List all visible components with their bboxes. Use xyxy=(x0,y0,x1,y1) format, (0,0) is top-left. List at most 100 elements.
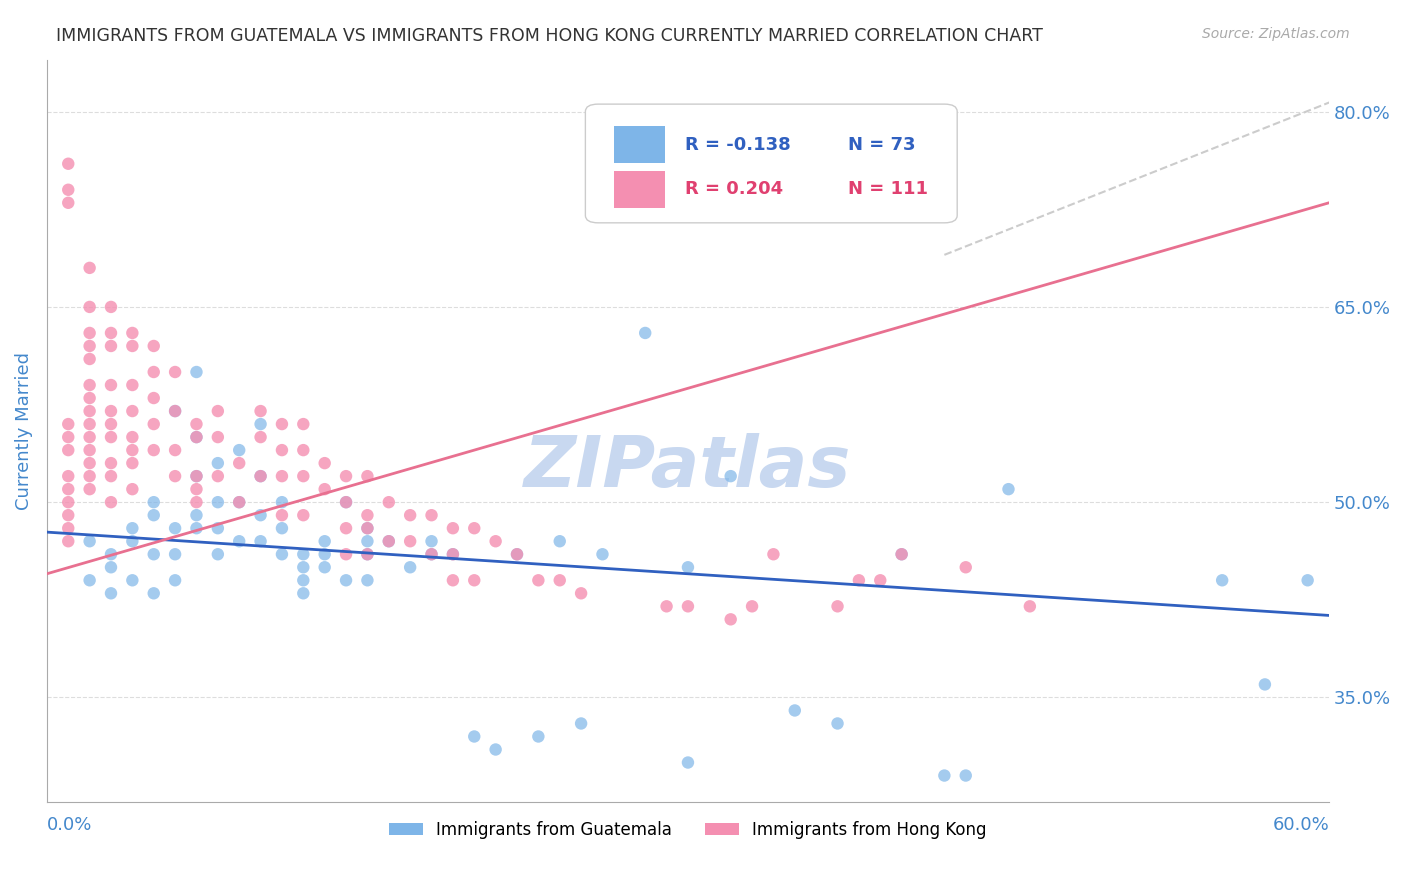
Point xyxy=(335,574,357,588)
Point xyxy=(676,599,699,614)
Point xyxy=(207,430,229,444)
Point xyxy=(165,521,187,535)
Point xyxy=(186,469,208,483)
Bar xyxy=(613,127,665,163)
Point xyxy=(79,430,101,444)
Point xyxy=(378,495,401,509)
Point xyxy=(292,417,315,431)
Point xyxy=(356,547,378,561)
Point xyxy=(142,495,165,509)
Point xyxy=(335,495,357,509)
Point xyxy=(58,417,80,431)
Point xyxy=(58,469,80,483)
Point xyxy=(741,599,763,614)
Point xyxy=(485,742,508,756)
Point xyxy=(271,521,294,535)
Point xyxy=(249,417,271,431)
Point xyxy=(186,521,208,535)
Point xyxy=(142,417,165,431)
Point xyxy=(314,456,336,470)
Point xyxy=(100,378,122,392)
Point xyxy=(207,495,229,509)
Point xyxy=(100,417,122,431)
Point xyxy=(100,300,122,314)
Point xyxy=(186,495,208,509)
Point xyxy=(142,586,165,600)
Point xyxy=(249,469,271,483)
Point xyxy=(207,404,229,418)
Point xyxy=(142,443,165,458)
Text: Source: ZipAtlas.com: Source: ZipAtlas.com xyxy=(1202,27,1350,41)
Point xyxy=(165,404,187,418)
Point xyxy=(58,443,80,458)
Point xyxy=(165,404,187,418)
Point xyxy=(676,560,699,574)
Point xyxy=(121,456,143,470)
Point xyxy=(165,469,187,483)
Point xyxy=(142,365,165,379)
Point xyxy=(569,716,592,731)
Point xyxy=(142,339,165,353)
Point xyxy=(207,521,229,535)
Point xyxy=(121,482,143,496)
Point xyxy=(827,716,849,731)
Point xyxy=(100,495,122,509)
Point xyxy=(420,534,443,549)
Text: N = 73: N = 73 xyxy=(848,136,915,154)
Point xyxy=(420,547,443,561)
Point xyxy=(783,703,806,717)
Point xyxy=(121,534,143,549)
Point xyxy=(79,574,101,588)
Point xyxy=(848,574,870,588)
Point xyxy=(228,495,250,509)
Point xyxy=(292,469,315,483)
Point xyxy=(79,339,101,353)
Point xyxy=(271,443,294,458)
Point xyxy=(292,508,315,523)
Point xyxy=(79,378,101,392)
Point xyxy=(1018,599,1040,614)
Point xyxy=(100,547,122,561)
Point xyxy=(890,547,912,561)
Point xyxy=(186,482,208,496)
Point xyxy=(165,547,187,561)
FancyBboxPatch shape xyxy=(585,104,957,223)
Point xyxy=(592,547,614,561)
Point xyxy=(869,574,891,588)
Point xyxy=(165,365,187,379)
Point xyxy=(100,404,122,418)
Point xyxy=(79,534,101,549)
Point xyxy=(292,574,315,588)
Point xyxy=(186,430,208,444)
Point xyxy=(1296,574,1319,588)
Point xyxy=(186,508,208,523)
Point xyxy=(121,404,143,418)
Point xyxy=(100,586,122,600)
Point xyxy=(441,547,464,561)
Point xyxy=(58,195,80,210)
Point xyxy=(527,730,550,744)
Point xyxy=(186,430,208,444)
Point xyxy=(79,443,101,458)
Point xyxy=(720,469,742,483)
Point xyxy=(356,508,378,523)
Point xyxy=(356,521,378,535)
Point xyxy=(142,391,165,405)
Bar xyxy=(613,171,665,208)
Point xyxy=(463,574,485,588)
Point xyxy=(249,534,271,549)
Point xyxy=(121,443,143,458)
Point xyxy=(314,482,336,496)
Point xyxy=(58,534,80,549)
Text: 0.0%: 0.0% xyxy=(46,816,93,834)
Point xyxy=(399,508,422,523)
Point xyxy=(271,417,294,431)
Text: IMMIGRANTS FROM GUATEMALA VS IMMIGRANTS FROM HONG KONG CURRENTLY MARRIED CORRELA: IMMIGRANTS FROM GUATEMALA VS IMMIGRANTS … xyxy=(56,27,1043,45)
Point xyxy=(356,521,378,535)
Point xyxy=(955,768,977,782)
Point xyxy=(292,443,315,458)
Point xyxy=(335,547,357,561)
Point xyxy=(249,469,271,483)
Point xyxy=(79,351,101,366)
Point xyxy=(485,534,508,549)
